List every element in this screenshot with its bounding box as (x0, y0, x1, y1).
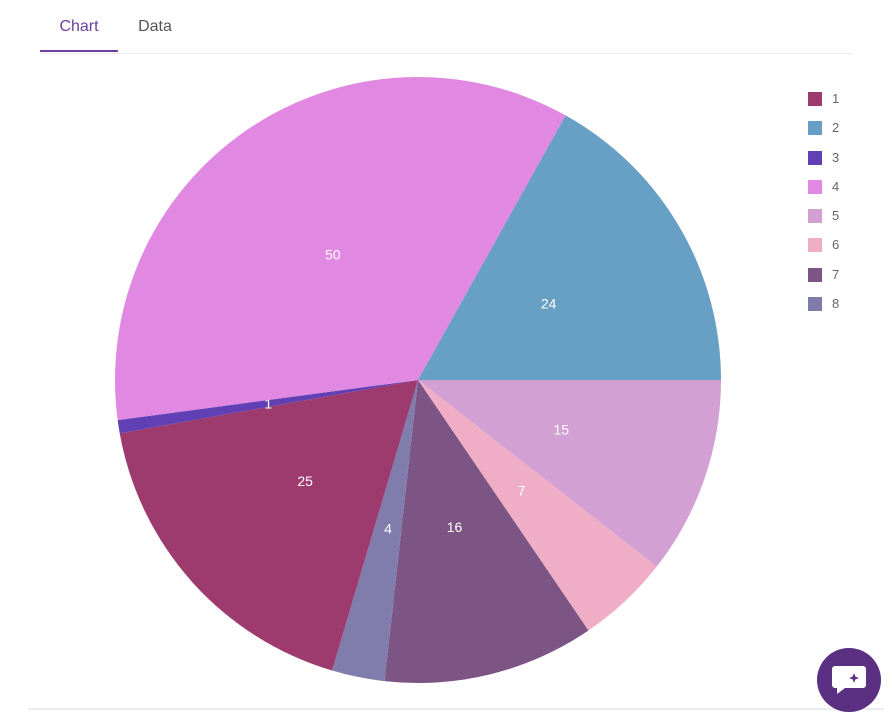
chat-button[interactable] (817, 648, 881, 712)
slice-value-label: 15 (553, 421, 569, 437)
legend-label: 6 (832, 237, 840, 253)
legend-label: 1 (832, 91, 840, 106)
slice-value-label: 4 (384, 521, 392, 537)
legend-label: 8 (832, 296, 840, 312)
pie-slice-3[interactable] (117, 380, 418, 434)
pie-slice-7[interactable] (384, 380, 589, 683)
tab-chart[interactable]: Chart (40, 18, 118, 52)
legend-label: 5 (832, 208, 840, 224)
slice-value-label: 16 (447, 519, 463, 535)
pie-slice-1[interactable] (119, 380, 418, 671)
bottom-divider (28, 708, 884, 710)
pie-slice-4[interactable] (115, 77, 566, 421)
slice-value-label: 50 (325, 247, 341, 263)
legend-label: 7 (832, 266, 840, 282)
tab-bar: Chart Data (40, 0, 852, 54)
legend-swatch (808, 92, 822, 106)
legend-label: 2 (832, 120, 840, 136)
legend-label: 3 (832, 149, 840, 165)
legend-swatch (808, 297, 822, 312)
legend-label: 4 (832, 178, 840, 194)
legend-swatch (808, 267, 822, 282)
chat-icon (832, 666, 866, 694)
slice-value-label: 24 (541, 295, 557, 311)
legend-swatch (808, 209, 822, 224)
legend-swatch (808, 150, 822, 165)
slice-value-label: 7 (518, 483, 526, 499)
tab-data[interactable]: Data (138, 18, 172, 35)
legend-swatch (808, 121, 822, 136)
legend-swatch (808, 238, 822, 253)
pie-slice-2[interactable] (418, 115, 721, 380)
slice-value-label: 25 (297, 473, 313, 489)
legend-swatch (808, 179, 822, 194)
pie-slice-6[interactable] (418, 380, 657, 631)
pie-slice-8[interactable] (332, 380, 418, 682)
pie-slice-5[interactable] (418, 380, 721, 567)
slice-value-label: 1 (264, 395, 272, 411)
